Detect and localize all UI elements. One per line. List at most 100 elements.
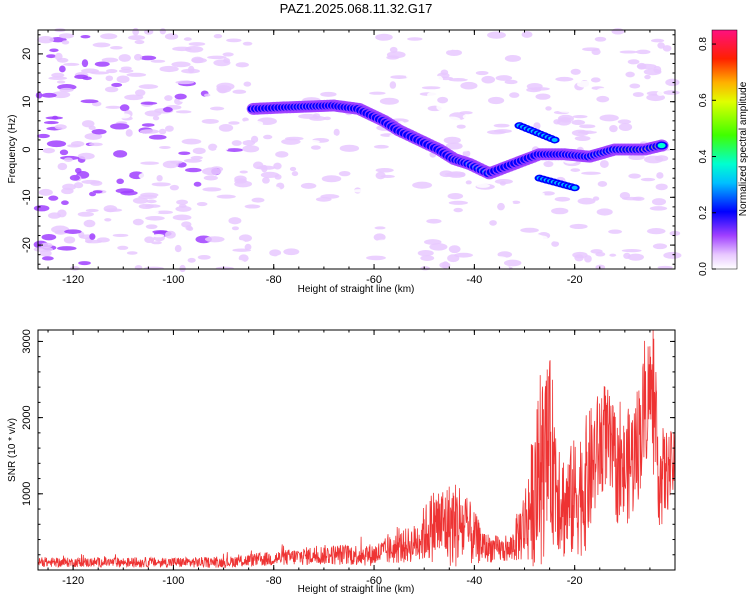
heatmap-cell <box>351 189 369 193</box>
heatmap-cell <box>551 236 566 242</box>
heatmap-cell <box>528 235 548 241</box>
heatmap-cell <box>375 171 386 180</box>
heatmap-cell <box>507 68 517 76</box>
heatmap-cell <box>448 200 468 205</box>
heatmap-cell <box>118 54 131 62</box>
heatmap-cell <box>499 181 507 186</box>
heatmap-cell <box>80 34 91 39</box>
heatmap-cell <box>193 181 202 187</box>
heatmap-cell <box>583 34 597 39</box>
heatmap-cell <box>535 93 551 100</box>
heatmap-cell <box>209 65 228 69</box>
heatmap-cell <box>646 228 666 235</box>
heatmap-cell <box>445 142 463 150</box>
heatmap-cell <box>44 124 55 128</box>
heatmap-cell <box>621 248 642 253</box>
heatmap-cell <box>625 71 635 78</box>
heatmap-cell <box>90 71 110 75</box>
heatmap-cell <box>609 124 618 133</box>
heatmap-cell <box>466 140 483 145</box>
heatmap-cell <box>363 199 383 207</box>
y-tick-label: 1000 <box>21 482 33 506</box>
heatmap-cell <box>632 196 645 201</box>
heatmap-cell <box>431 126 440 134</box>
heatmap-cell <box>195 32 209 41</box>
heatmap-cell <box>342 55 356 62</box>
heatmap-cell <box>178 151 191 155</box>
heatmap-cell <box>599 114 619 122</box>
heatmap-cell <box>64 229 82 234</box>
heatmap-cell <box>59 65 66 73</box>
x-tick-label: -80 <box>266 575 282 587</box>
heatmap-cell <box>514 253 527 260</box>
spectrogram-x-axis-label: Height of straight line (km) <box>298 284 415 295</box>
heatmap-cell <box>112 233 129 238</box>
heatmap-cell <box>159 145 171 149</box>
heatmap-cell <box>197 255 211 260</box>
heatmap-cell <box>56 46 64 54</box>
heatmap-cell <box>486 129 507 135</box>
heatmap-cell <box>571 119 586 126</box>
heatmap-cell <box>242 145 260 153</box>
heatmap-cell <box>174 93 187 100</box>
heatmap-cell <box>597 180 608 187</box>
heatmap-cell <box>629 83 641 89</box>
x-tick-label: -120 <box>62 575 84 587</box>
heatmap-cell <box>430 228 450 233</box>
heatmap-cell <box>43 121 59 125</box>
heatmap-cell <box>579 124 596 129</box>
heatmap-cell <box>158 128 167 135</box>
heatmap-cell <box>104 218 112 222</box>
heatmap-cell <box>582 141 590 147</box>
heatmap-cell <box>504 54 522 62</box>
heatmap-cell <box>141 208 159 216</box>
heatmap-cell <box>183 37 192 41</box>
heatmap-cell <box>37 35 55 44</box>
heatmap-cell <box>208 143 218 151</box>
heatmap-cell <box>150 59 166 63</box>
heatmap-cell <box>105 75 114 82</box>
heatmap-cell <box>57 209 67 218</box>
heatmap-cell <box>158 39 168 47</box>
heatmap-cell <box>456 124 466 129</box>
heatmap-cell <box>241 85 259 91</box>
heatmap-cell <box>251 197 265 203</box>
heatmap-cell <box>504 79 518 85</box>
heatmap-cell <box>643 68 662 76</box>
heatmap-cell <box>140 101 158 105</box>
heatmap-cell <box>155 210 173 215</box>
heatmap-cell <box>477 96 492 102</box>
heatmap-cell <box>175 110 192 114</box>
heatmap-cell <box>104 208 123 212</box>
heatmap-cell <box>375 167 394 173</box>
heatmap-cell <box>172 214 192 221</box>
heatmap-cell <box>152 230 169 234</box>
heatmap-cell <box>141 123 155 127</box>
heatmap-cell <box>216 85 232 93</box>
heatmap-cell <box>148 134 167 140</box>
heatmap-cell <box>556 105 577 113</box>
heatmap-cell <box>611 28 625 35</box>
heatmap-cell <box>591 48 601 56</box>
heatmap-cell <box>327 134 337 139</box>
heatmap-cell <box>493 123 510 128</box>
heatmap-cell <box>128 35 146 41</box>
heatmap-cell <box>554 196 571 202</box>
colorbar-tick-label: 0.8 <box>698 37 709 51</box>
heatmap-cell <box>124 94 144 101</box>
snr-y-axis-label: SNR (10 * v/v) <box>7 418 18 482</box>
heatmap-cell <box>635 49 651 55</box>
heatmap-cell <box>482 196 501 202</box>
heatmap-cell <box>38 188 53 196</box>
heatmap-cell <box>273 239 288 248</box>
heatmap-cell <box>40 242 53 249</box>
heatmap-cell <box>374 239 392 247</box>
heatmap-cell <box>222 152 239 158</box>
heatmap-cell <box>217 202 232 210</box>
heatmap-cell <box>526 191 545 197</box>
heatmap-cell <box>81 179 101 184</box>
heatmap-cell <box>133 53 143 61</box>
heatmap-cell <box>569 223 588 230</box>
heatmap-cell <box>545 106 552 111</box>
heatmap-cell <box>105 69 118 74</box>
